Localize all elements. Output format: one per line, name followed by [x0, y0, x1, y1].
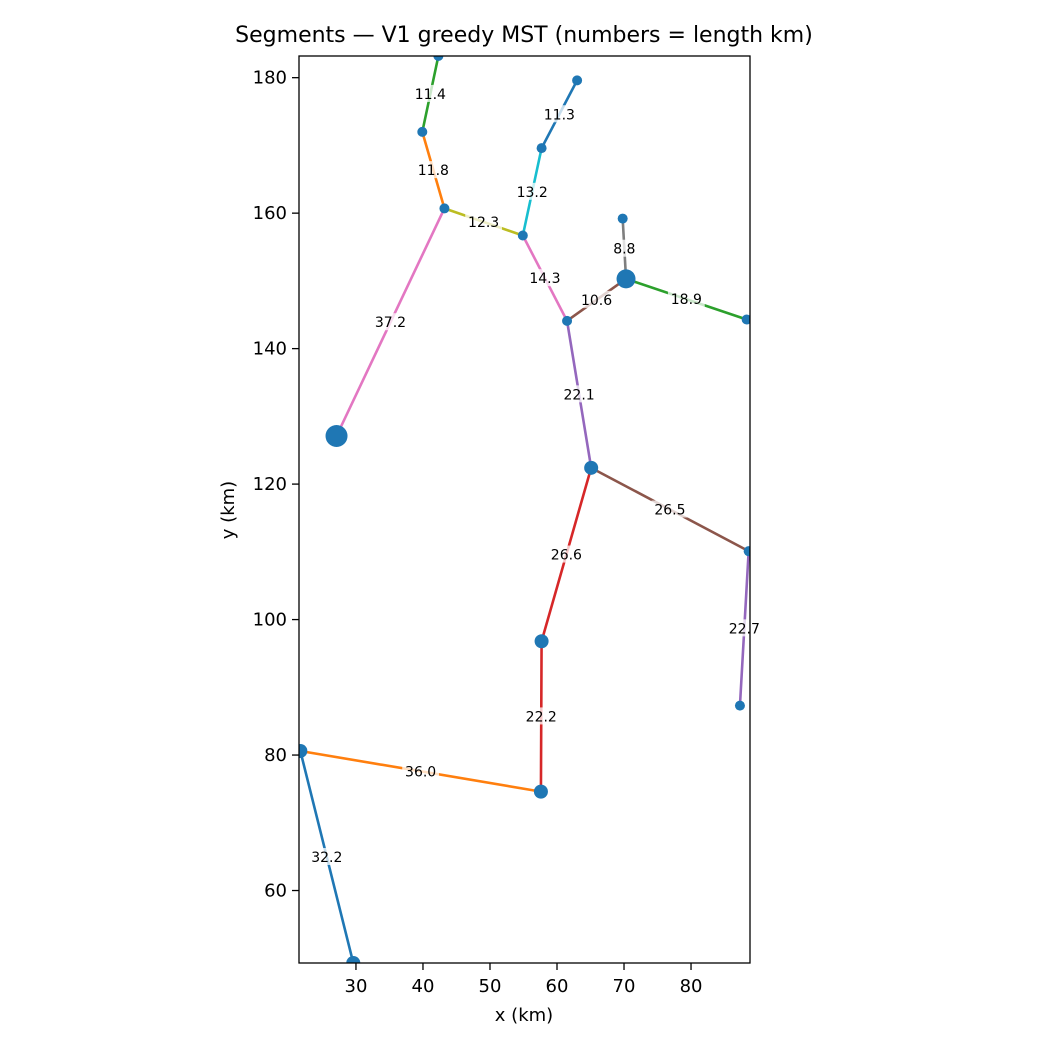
x-tick-label: 80: [680, 976, 703, 997]
y-tick-label: 100: [253, 610, 287, 631]
plot-layer: 11.4 11.8 12.3 13.2 11.3 37.2 14.3 10.6 8.8 18.9 2…: [299, 56, 763, 963]
segment-length-label: 26.6: [551, 548, 582, 564]
x-tick-label: 40: [412, 976, 435, 997]
node-point: [743, 546, 750, 557]
segment-label-background: [540, 105, 578, 123]
segment-label-background: [547, 545, 585, 563]
y-tick-label: 60: [264, 881, 287, 902]
segment-label-background: [513, 182, 551, 200]
ticks-layer: 30 40 50 60 70 80 60 80 100 120 140 160 180: [253, 68, 703, 997]
node-point: [534, 634, 549, 649]
node-point: [734, 700, 745, 711]
segment-label-background: [465, 212, 503, 230]
segment-length-label: 26.5: [654, 503, 685, 519]
chart-title: Segments — V1 greedy MST (numbers = leng…: [235, 23, 813, 48]
x-tick-label: 60: [546, 976, 569, 997]
node-point: [533, 784, 548, 799]
x-tick-label: 30: [345, 976, 368, 997]
segment-length-label: 22.7: [729, 621, 760, 637]
segment-length-label: 11.3: [544, 107, 575, 123]
segment-length-label: 11.8: [418, 163, 449, 179]
node-point: [616, 269, 636, 289]
plot-frame: [298, 55, 751, 964]
segment-label-background: [667, 290, 705, 308]
segment-length-label: 22.2: [526, 709, 557, 725]
node-point: [517, 230, 528, 241]
segment-label-background: [610, 239, 639, 257]
node-point: [617, 213, 628, 224]
x-tick-label: 70: [613, 976, 636, 997]
segment-label-background: [651, 500, 689, 518]
segment-length-label: 14.3: [529, 271, 560, 287]
segment-label-background: [526, 269, 564, 287]
node-point: [562, 315, 573, 326]
y-tick-label: 120: [253, 474, 287, 495]
y-axis-label: y (km): [218, 481, 239, 539]
segment-label-background: [522, 707, 560, 725]
segment-label-background: [372, 313, 409, 331]
node-point: [417, 126, 428, 137]
segment-label-background: [402, 762, 440, 780]
node-point: [433, 56, 444, 61]
node-point: [325, 425, 348, 448]
y-tick-label: 180: [253, 68, 287, 89]
segment-length-label: 18.9: [671, 292, 702, 308]
node-point: [572, 75, 583, 86]
node-point: [346, 956, 361, 963]
segment-length-label: 36.0: [405, 764, 436, 780]
node-point: [741, 314, 750, 325]
segment-length-label: 37.2: [375, 315, 406, 331]
segment-length-label: 10.6: [581, 293, 612, 309]
node-point: [439, 203, 450, 214]
x-axis-label: x (km): [495, 1005, 553, 1026]
segment-label-background: [560, 385, 598, 403]
segment-label-background: [578, 290, 615, 308]
segment-label-background: [308, 847, 346, 865]
segment-label-background: [414, 161, 452, 179]
segment-length-label: 22.1: [564, 387, 595, 403]
segment-label-background: [411, 84, 449, 102]
segment-length-label: 8.8: [613, 242, 635, 258]
segment-length-label: 12.3: [468, 215, 499, 231]
segment-length-label: 13.2: [517, 185, 548, 201]
segment-length-label: 11.4: [415, 87, 446, 103]
x-tick-label: 50: [479, 976, 502, 997]
node-point: [299, 743, 308, 758]
segment-length-label: 32.2: [311, 850, 342, 866]
node-point: [536, 143, 547, 154]
segment-label-background: [725, 619, 763, 637]
y-tick-label: 160: [253, 203, 287, 224]
y-tick-label: 80: [264, 745, 287, 766]
node-point: [584, 460, 599, 475]
y-tick-label: 140: [253, 339, 287, 360]
